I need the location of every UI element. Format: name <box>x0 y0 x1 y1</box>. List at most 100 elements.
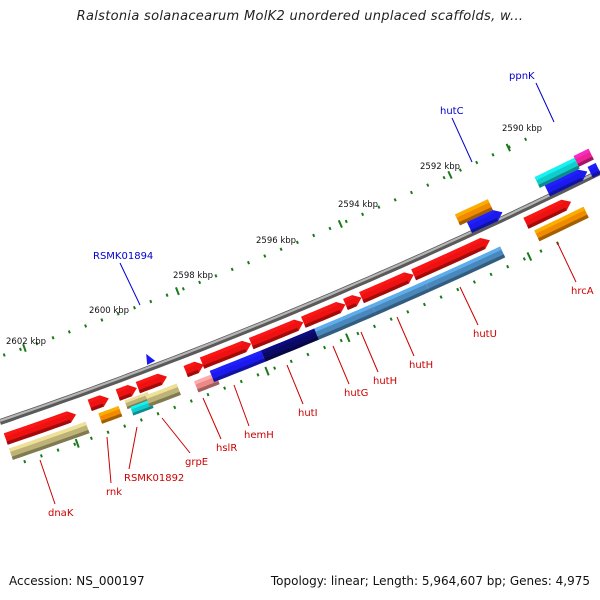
minor-tick <box>539 249 543 253</box>
labels: 2602 kbp 2600 kbp 2598 kbp 2596 kbp 2594 kbp… <box>6 71 594 519</box>
leader-grpE <box>161 417 191 454</box>
leader-dnaK <box>39 459 56 505</box>
minor-tick <box>439 295 443 299</box>
gene-grpE <box>135 373 167 394</box>
gene-hslR <box>183 361 204 378</box>
gene-dnaK-olive <box>9 421 90 460</box>
minor-tick <box>173 405 177 410</box>
gene-label-rnk: rnk <box>106 487 122 498</box>
gene-grpE-olive <box>145 383 181 407</box>
minor-tick <box>256 373 260 377</box>
gene-hutU-steel <box>424 246 506 292</box>
minor-tick <box>133 305 136 310</box>
major-tick <box>505 143 511 152</box>
major-tick <box>526 252 533 262</box>
minor-tick <box>356 331 360 336</box>
minor-tick <box>230 267 234 272</box>
minor-tick <box>422 302 426 307</box>
gene-label-grpE: grpE <box>185 457 208 468</box>
gene-dnaK-forward <box>3 411 77 445</box>
minor-tick <box>306 352 310 357</box>
gene-hutI <box>248 319 304 350</box>
minor-tick <box>328 226 332 231</box>
minor-tick <box>475 160 479 165</box>
minor-tick <box>472 280 476 284</box>
minor-tick <box>506 264 510 269</box>
minor-tick <box>312 233 316 238</box>
scale-label: 2596 kbp <box>256 236 296 246</box>
gene-hutI-navy <box>260 328 319 362</box>
major-tick <box>447 170 453 179</box>
gene-label-dnaK: dnaK <box>48 508 74 519</box>
gene-hutH-b <box>359 272 414 304</box>
gene-label-hutU: hutU <box>473 329 497 340</box>
minor-tick <box>189 399 193 403</box>
minor-tick <box>214 274 218 278</box>
gene-RSMK01892 <box>115 385 137 401</box>
scale-label: 2600 kbp <box>89 306 129 316</box>
accession-text: Accession: NS_000197 <box>9 574 145 588</box>
gene-hutH-a <box>343 295 362 311</box>
minor-tick <box>279 247 283 251</box>
gene-label-hslR: hslR <box>216 443 237 454</box>
leader-ppnK <box>535 82 555 123</box>
minor-tick <box>35 341 39 346</box>
gene-label-hemH: hemH <box>244 430 274 441</box>
minor-tick <box>344 219 348 224</box>
gene-hemH <box>199 340 252 369</box>
minor-tick <box>73 442 77 446</box>
scale-label: 2592 kbp <box>420 162 460 172</box>
minor-tick <box>389 317 393 321</box>
major-tick <box>345 333 351 343</box>
minor-tick <box>323 345 327 350</box>
gene-label-RSMK01894: RSMK01894 <box>93 251 153 262</box>
backbone-highlight <box>0 169 600 422</box>
minor-tick <box>19 347 22 352</box>
gene-label-hutG: hutG <box>344 388 368 399</box>
topology-summary: Topology: linear; Length: 5,964,607 bp; … <box>270 574 590 588</box>
gene-hutC-blue <box>466 210 503 234</box>
minor-tick <box>289 359 293 364</box>
minor-tick <box>522 257 526 261</box>
minor-tick <box>489 272 493 277</box>
minor-tick <box>406 310 410 314</box>
minor-tick <box>273 366 277 370</box>
minor-tick <box>23 459 27 464</box>
minor-tick <box>373 324 377 329</box>
gene-hutU <box>411 238 490 281</box>
gene-ppnK-blue-edge <box>587 163 600 178</box>
gene-label-hutC: hutC <box>440 106 464 117</box>
gene-hutH-steel <box>371 280 430 316</box>
minor-tick <box>247 260 250 265</box>
gene-label-hrcA: hrcA <box>571 286 594 297</box>
minor-tick <box>56 448 60 452</box>
leader-hutH <box>360 331 379 373</box>
gene-RSMK01892-cyan <box>130 399 154 416</box>
leader-hutG <box>332 345 350 385</box>
minor-tick <box>295 240 299 245</box>
leader-hutH <box>396 316 415 357</box>
minor-tick <box>377 205 381 209</box>
label-leader-lines <box>39 82 577 505</box>
minor-tick <box>223 386 227 390</box>
minor-tick <box>361 212 365 217</box>
gene-rnk-orange <box>98 406 123 424</box>
gene-label-hutI: hutI <box>298 408 318 419</box>
minor-tick <box>100 318 104 322</box>
leader-hslR <box>202 397 222 440</box>
scale-ticks <box>2 137 560 464</box>
minor-tick <box>149 299 153 304</box>
major-tick <box>337 219 343 229</box>
leader-RSMK01894 <box>119 262 141 306</box>
minor-tick <box>165 293 169 297</box>
minor-tick <box>239 379 243 384</box>
major-tick <box>74 438 80 448</box>
gene-hutG <box>301 301 346 328</box>
minor-tick <box>456 287 460 292</box>
major-tick <box>264 366 270 376</box>
gene-label-hutH: hutH <box>409 360 433 371</box>
minor-tick <box>84 324 88 328</box>
gene-RSMK01894-marker <box>146 353 156 365</box>
major-tick <box>175 287 180 296</box>
gene-label-hutH: hutH <box>373 376 397 387</box>
